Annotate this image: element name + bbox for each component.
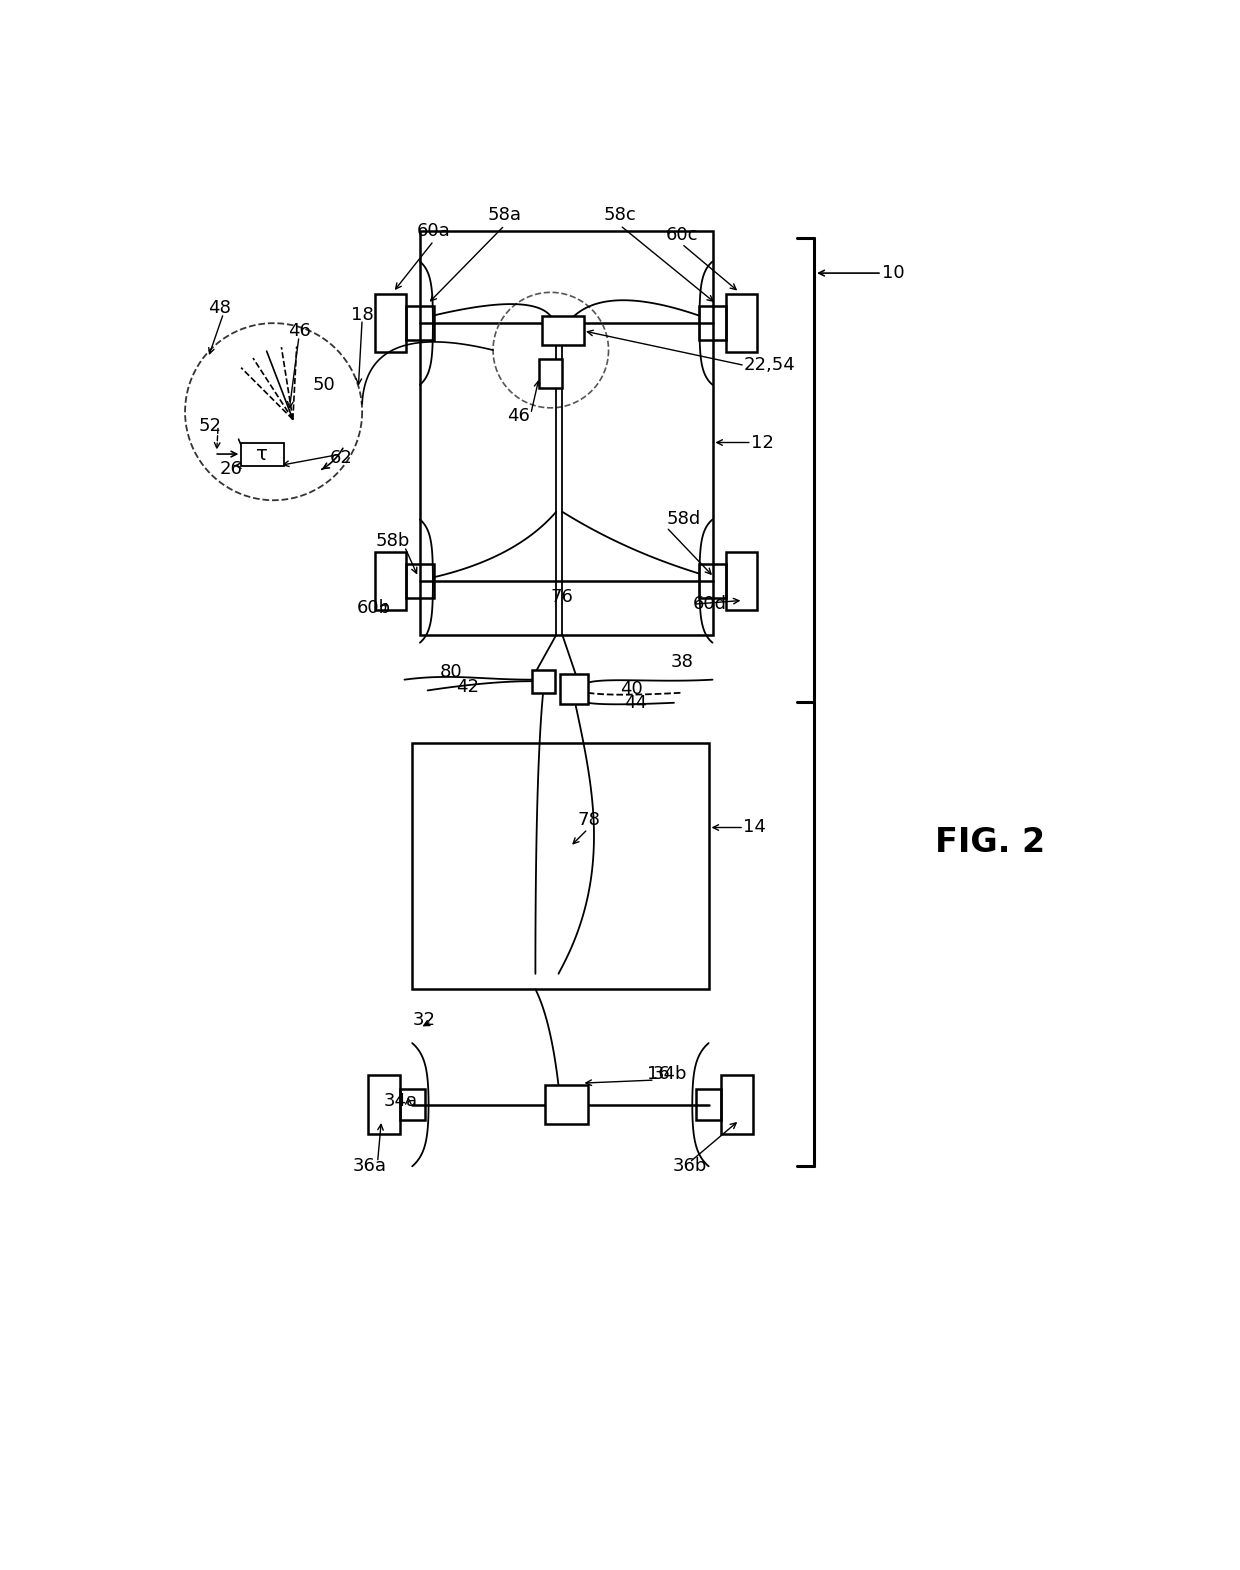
Bar [697, 1090, 720, 1119]
Bar [405, 564, 434, 598]
Bar [698, 564, 727, 598]
Text: 62: 62 [330, 449, 353, 466]
Bar [367, 1075, 399, 1134]
Text: 60b: 60b [357, 600, 391, 617]
Text: 60d: 60d [693, 595, 727, 614]
Bar [242, 443, 284, 466]
Bar [376, 294, 405, 352]
Text: 34a: 34a [383, 1091, 418, 1110]
Text: 12: 12 [751, 433, 774, 452]
Text: 80: 80 [439, 663, 463, 681]
Bar [376, 551, 405, 611]
Text: 58d: 58d [666, 510, 701, 529]
Text: 34b: 34b [653, 1064, 687, 1083]
Bar [539, 358, 563, 388]
Text: 10: 10 [882, 264, 904, 283]
Text: 32: 32 [412, 1011, 435, 1028]
Bar [727, 294, 758, 352]
Bar [698, 306, 727, 341]
Text: 60c: 60c [666, 226, 698, 243]
Text: 16: 16 [647, 1064, 670, 1083]
Bar [405, 306, 434, 341]
Text: 36a: 36a [353, 1157, 387, 1176]
Bar [560, 674, 588, 705]
Text: 46: 46 [507, 407, 529, 424]
Bar [532, 670, 554, 692]
Bar [542, 316, 584, 345]
Text: 44: 44 [624, 694, 647, 711]
Text: FIG. 2: FIG. 2 [935, 826, 1045, 859]
Text: 46: 46 [288, 322, 310, 339]
Text: 60a: 60a [417, 221, 450, 240]
Text: 50: 50 [312, 375, 335, 394]
Text: 58a: 58a [487, 206, 522, 225]
Text: 38: 38 [671, 653, 693, 670]
Text: 58b: 58b [376, 532, 410, 550]
Text: 40: 40 [620, 680, 644, 699]
Bar [727, 551, 758, 611]
Text: 78: 78 [578, 810, 600, 829]
Bar [412, 743, 708, 989]
Text: 58c: 58c [604, 206, 636, 225]
Text: 22,54: 22,54 [743, 356, 795, 375]
Text: 14: 14 [743, 818, 766, 837]
Bar [544, 1085, 588, 1124]
Text: 76: 76 [551, 587, 574, 606]
Text: 18: 18 [351, 306, 373, 325]
Text: 52: 52 [198, 416, 222, 435]
Text: 48: 48 [208, 298, 231, 317]
Text: 42: 42 [456, 678, 479, 697]
Text: 26: 26 [219, 460, 243, 479]
Text: 36b: 36b [672, 1157, 707, 1176]
Bar [399, 1090, 424, 1119]
Bar [720, 1075, 754, 1134]
Text: τ: τ [257, 444, 268, 463]
Bar [420, 231, 713, 634]
